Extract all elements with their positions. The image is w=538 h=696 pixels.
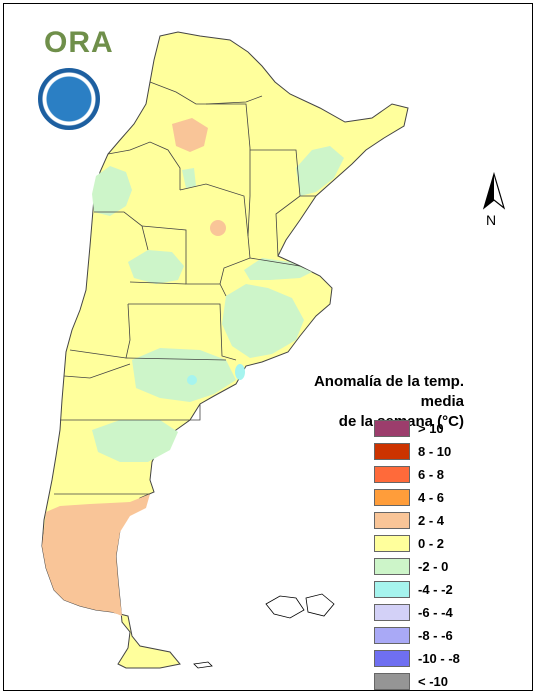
legend-label: 0 - 2 [418, 536, 445, 551]
north-arrow: N [480, 171, 508, 230]
region-cool-center-west [128, 250, 184, 284]
legend-item: 0 - 2 [374, 533, 534, 554]
region-cool-northwest [92, 166, 132, 216]
legend-label: 4 - 6 [418, 490, 445, 505]
region-cold-spot-pampa [187, 375, 197, 385]
legend-label: -2 - 0 [418, 559, 449, 574]
region-cool-northeast [296, 146, 344, 196]
north-arrow-label: N [486, 212, 497, 228]
legend-label: 6 - 8 [418, 467, 445, 482]
smn-seal-icon [38, 68, 100, 130]
legend-label: < -10 [418, 674, 448, 689]
ora-logo: ORA [30, 26, 113, 62]
legend-item: 2 - 4 [374, 510, 534, 531]
legend-swatch [374, 627, 410, 644]
legend-item: < -10 [374, 671, 534, 692]
region-cool-east [244, 258, 312, 280]
legend-label: -10 - -8 [418, 651, 460, 666]
legend-swatch [374, 535, 410, 552]
legend-items: > 10 8 - 10 6 - 8 4 - 6 2 - 4 0 - 2 -2 - 0 -4 -… [374, 418, 534, 694]
legend-swatch [374, 650, 410, 667]
ora-logo-text: ORA [44, 26, 114, 59]
legend-item: -6 - -4 [374, 602, 534, 623]
legend-swatch [374, 581, 410, 598]
isla-estados [193, 661, 213, 669]
legend-swatch [374, 443, 410, 460]
legend-item: 4 - 6 [374, 487, 534, 508]
region-cool-pampa [222, 284, 304, 358]
legend-label: 8 - 10 [418, 444, 452, 459]
legend-item: 8 - 10 [374, 441, 534, 462]
legend-swatch [374, 604, 410, 621]
legend-swatch [374, 512, 410, 529]
legend-item: -10 - -8 [374, 648, 534, 669]
legend-swatch [374, 558, 410, 575]
malvinas-islands [265, 593, 335, 619]
region-cool-rio-negro [92, 420, 178, 462]
north-arrow-icon [482, 171, 506, 210]
legend-item: -2 - 0 [374, 556, 534, 577]
legend: Anomalía de la temp. media de la semana … [296, 372, 496, 690]
legend-label: -8 - -6 [418, 628, 453, 643]
region-warm-cordoba [210, 220, 226, 236]
legend-item: -4 - -2 [374, 579, 534, 600]
region-warm-tucuman [172, 118, 208, 152]
legend-swatch [374, 489, 410, 506]
legend-title-line1: Anomalía de la temp. media [313, 373, 464, 410]
legend-label: -4 - -2 [418, 582, 453, 597]
legend-item: 6 - 8 [374, 464, 534, 485]
legend-swatch [374, 466, 410, 483]
legend-swatch [374, 420, 410, 437]
legend-swatch [374, 673, 410, 690]
region-cool-la-pampa [132, 348, 236, 402]
legend-label: 2 - 4 [418, 513, 445, 528]
region-patagonia-2-4 [42, 494, 150, 616]
region-cool-chaco [182, 168, 196, 188]
legend-item: -8 - -6 [374, 625, 534, 646]
province-boundaries [54, 81, 316, 495]
legend-item: > 10 [374, 418, 534, 439]
legend-label: > 10 [418, 421, 444, 436]
region-cold-spot-coast [235, 364, 245, 380]
legend-label: -6 - -4 [418, 605, 453, 620]
